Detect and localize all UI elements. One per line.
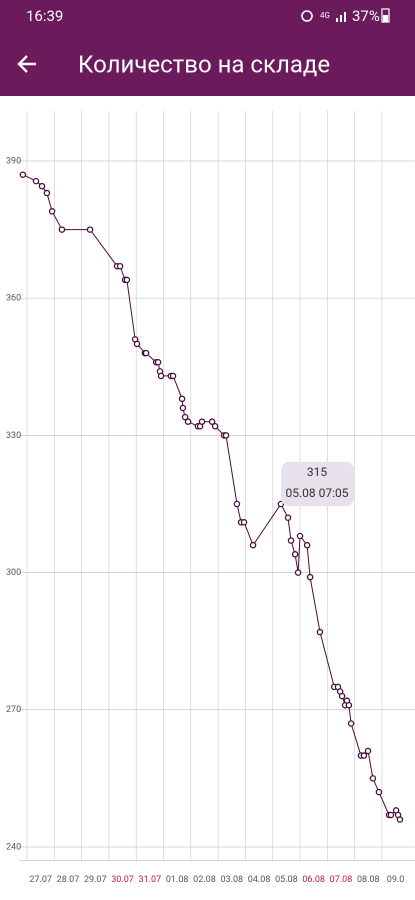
point — [86, 226, 94, 233]
point — [123, 276, 131, 284]
x-tick-label: 02.08 — [193, 875, 216, 885]
point — [233, 500, 241, 508]
x-tick-label: 07.08 — [330, 875, 353, 885]
x-tick-label: 28.07 — [57, 875, 80, 885]
point — [240, 519, 248, 526]
point — [116, 262, 124, 270]
point — [375, 788, 383, 796]
screen-title: Количество на складе — [78, 50, 330, 78]
y-tick-label: 240 — [6, 842, 21, 852]
back-button[interactable] — [17, 55, 36, 73]
x-tick-label: 30.07 — [111, 875, 134, 885]
x-tick-label: 03.08 — [220, 875, 243, 885]
y-tick-label: 270 — [6, 705, 21, 715]
x-tick-label: 29.07 — [84, 875, 107, 885]
point — [211, 422, 219, 430]
point — [222, 432, 230, 439]
point — [181, 413, 189, 421]
point — [249, 541, 257, 549]
point — [387, 811, 395, 819]
point — [347, 720, 355, 727]
point — [133, 340, 141, 348]
x-tick-label: 27.07 — [29, 875, 52, 885]
point — [338, 692, 346, 700]
y-tick-label: 300 — [6, 568, 21, 578]
point — [178, 395, 186, 403]
point — [157, 372, 165, 380]
point — [198, 418, 206, 425]
point — [360, 752, 368, 759]
point — [369, 775, 377, 782]
point — [169, 372, 177, 380]
status-time: 16:39 — [26, 7, 63, 25]
x-tick-label: 01.08 — [166, 875, 189, 885]
point — [277, 500, 285, 508]
point — [208, 418, 216, 425]
point — [396, 816, 404, 823]
point — [284, 514, 292, 521]
y-tick-label: 330 — [6, 431, 21, 441]
point — [43, 189, 51, 197]
x-tick-label: 09.0 — [387, 875, 405, 885]
point — [316, 628, 324, 636]
point — [179, 404, 187, 412]
point — [19, 171, 27, 178]
status-icons: 4G — [301, 8, 390, 23]
x-tick-label: 04.08 — [248, 875, 271, 885]
point — [296, 532, 304, 540]
point — [32, 177, 40, 185]
point — [306, 573, 314, 581]
point — [364, 747, 372, 755]
y-tick-label: 360 — [6, 294, 21, 304]
tooltip-label: 05.08 07:05 — [286, 486, 349, 500]
point — [58, 226, 66, 233]
point — [287, 537, 295, 544]
x-tick-label: 31.07 — [139, 875, 162, 885]
point — [184, 418, 192, 425]
point — [303, 541, 311, 549]
y-tick-label: 390 — [6, 156, 21, 166]
plot: 390 360 330 300 270 240 27.07 28.07 29.07 30.07 31… — [6, 110, 415, 885]
tooltip-value: 315 — [307, 465, 327, 479]
point — [294, 569, 302, 576]
point — [345, 701, 353, 709]
svg-text:4G: 4G — [320, 11, 330, 20]
x-tick-label: 08.08 — [357, 875, 380, 885]
battery: 37% — [352, 7, 380, 25]
point — [142, 349, 150, 357]
x-tick-label: 06.08 — [302, 875, 325, 885]
x-tick-label: 05.08 — [275, 875, 298, 885]
point — [48, 208, 56, 215]
point — [38, 182, 46, 190]
tooltip: 315 05.08 07:05 — [281, 462, 354, 506]
point — [154, 358, 162, 366]
point — [291, 551, 299, 558]
